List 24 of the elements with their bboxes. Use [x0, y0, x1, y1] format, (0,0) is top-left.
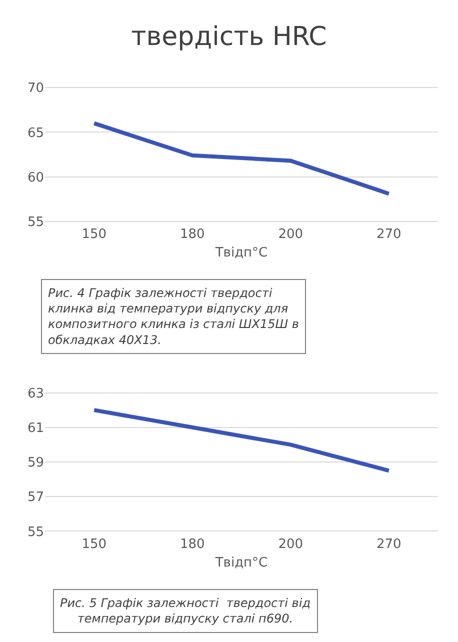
x-tick-label: 150: [82, 227, 107, 242]
y-tick-label: 57: [27, 490, 44, 506]
y-tick-label: 55: [27, 214, 44, 230]
line-series: [92, 121, 391, 196]
x-axis-title: Твідп°С: [214, 246, 268, 261]
y-tick-label: 55: [27, 524, 44, 540]
x-tick-label: 270: [376, 537, 402, 552]
x-tick-label: 200: [278, 537, 304, 552]
y-tick-label: 61: [27, 420, 44, 436]
line-series: [92, 408, 391, 473]
x-tick-label: 180: [180, 537, 205, 552]
y-tick-label: 70: [27, 81, 44, 96]
x-tick-label: 200: [278, 227, 304, 242]
y-tick-label: 63: [27, 386, 44, 402]
text: Рис. 4 Графік залежності твердості клинка від температури відпуску для композитного клинка із сталі ШХ15Ш в обкладках 40Х13.: [48, 286, 299, 347]
chart-title: твердість HRC: [131, 22, 327, 52]
x-tick-label: 270: [376, 227, 402, 242]
x-tick-label: 180: [180, 227, 205, 242]
x-axis-title: Твідп°С: [214, 556, 268, 571]
y-tick-label: 65: [27, 126, 44, 141]
y-tick-label: 60: [27, 170, 44, 186]
text: Рис. 5 Графік залежності твердості від температури відпуску сталі п690.: [60, 596, 310, 626]
x-tick-label: 150: [82, 537, 107, 552]
y-tick-label: 59: [27, 456, 44, 471]
